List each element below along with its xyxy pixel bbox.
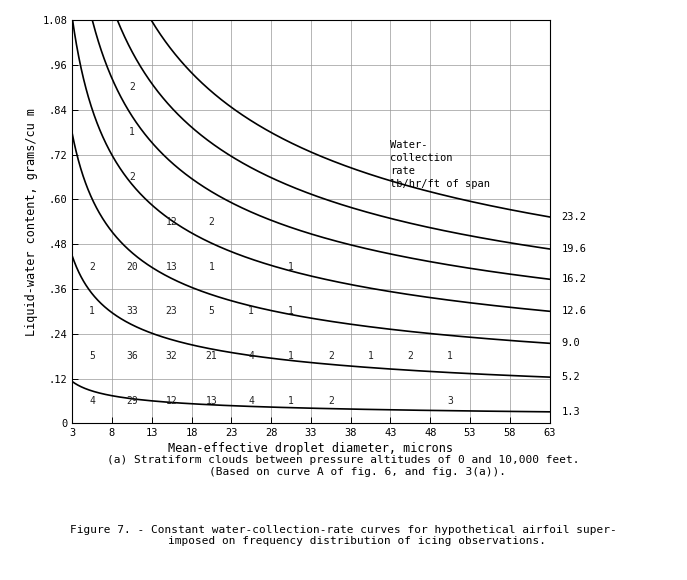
Text: 23.2: 23.2 <box>561 212 587 222</box>
Text: 12: 12 <box>166 396 177 406</box>
Text: 12: 12 <box>166 217 177 227</box>
Text: 1: 1 <box>288 351 294 361</box>
Text: 19.6: 19.6 <box>561 244 587 254</box>
Text: 12.6: 12.6 <box>561 306 587 316</box>
Text: 1: 1 <box>288 396 294 406</box>
Text: 1: 1 <box>208 262 214 271</box>
Text: 3: 3 <box>447 396 453 406</box>
Text: 23: 23 <box>166 306 177 317</box>
Text: Figure 7. - Constant water-collection-rate curves for hypothetical airfoil super: Figure 7. - Constant water-collection-ra… <box>70 525 617 546</box>
Text: 2: 2 <box>328 396 334 406</box>
Text: 4: 4 <box>89 396 95 406</box>
Text: 2: 2 <box>129 82 135 92</box>
Text: 33: 33 <box>126 306 137 317</box>
Text: 1.3: 1.3 <box>561 407 581 417</box>
Text: 5.2: 5.2 <box>561 372 581 382</box>
Text: 2: 2 <box>129 172 135 182</box>
Text: 32: 32 <box>166 351 177 361</box>
Text: 1: 1 <box>288 306 294 317</box>
Text: 2: 2 <box>407 351 414 361</box>
Text: 1: 1 <box>288 262 294 271</box>
Text: 5: 5 <box>89 351 95 361</box>
Text: 29: 29 <box>126 396 137 406</box>
Text: 1: 1 <box>89 306 95 317</box>
Text: 16.2: 16.2 <box>561 274 587 284</box>
Text: 2: 2 <box>328 351 334 361</box>
Text: 1: 1 <box>447 351 453 361</box>
Text: 4: 4 <box>248 351 254 361</box>
X-axis label: Mean-effective droplet diameter, microns: Mean-effective droplet diameter, microns <box>168 443 453 455</box>
Text: (a) Stratiform clouds between pressure altitudes of 0 and 10,000 feet.
    (Base: (a) Stratiform clouds between pressure a… <box>107 455 580 477</box>
Text: 1: 1 <box>129 127 135 137</box>
Text: 4: 4 <box>248 396 254 406</box>
Text: 36: 36 <box>126 351 137 361</box>
Text: Water-
collection
rate
lb/hr/ft of span: Water- collection rate lb/hr/ft of span <box>390 140 491 189</box>
Text: 5: 5 <box>208 306 214 317</box>
Text: 20: 20 <box>126 262 137 271</box>
Text: 13: 13 <box>166 262 177 271</box>
Text: 13: 13 <box>205 396 217 406</box>
Text: 1: 1 <box>248 306 254 317</box>
Text: 2: 2 <box>89 262 95 271</box>
Text: 21: 21 <box>205 351 217 361</box>
Text: 1: 1 <box>368 351 374 361</box>
Text: 9.0: 9.0 <box>561 338 581 349</box>
Text: 2: 2 <box>208 217 214 227</box>
Y-axis label: Liquid-water content, grams/cu m: Liquid-water content, grams/cu m <box>25 108 38 336</box>
